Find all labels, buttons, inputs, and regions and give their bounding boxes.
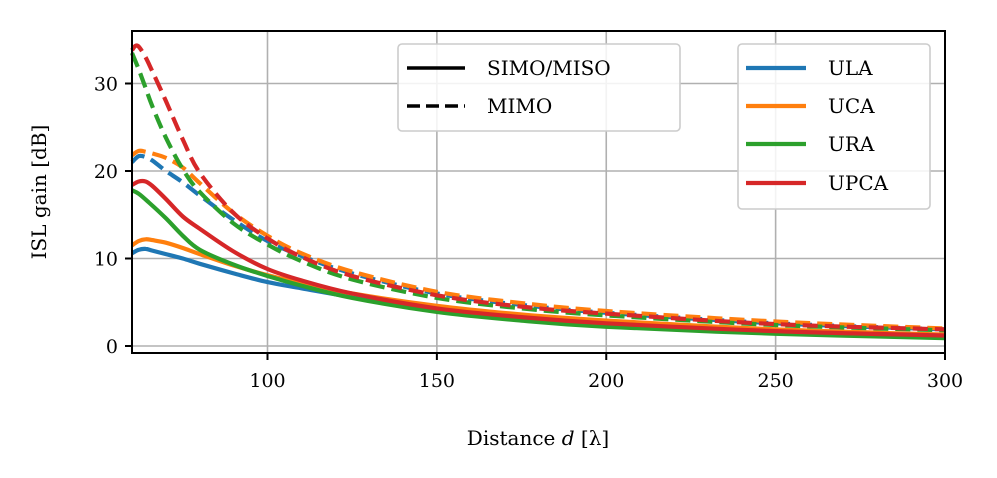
line-style-legend: SIMO/MISO MIMO <box>397 43 681 132</box>
x-axis-label-unit: [λ] <box>581 426 609 450</box>
line-style-legend-frame <box>397 43 681 132</box>
x-tick-label-250: 250 <box>757 370 793 392</box>
series-ura-simo-miso <box>131 188 946 341</box>
legend-ula-label: ULA <box>828 56 873 80</box>
legend-uca-label: UCA <box>828 94 875 118</box>
array-type-legend: ULA UCA URA UPCA <box>737 43 931 210</box>
x-axis-label-text: Distance <box>467 426 556 450</box>
series-lines <box>130 43 946 341</box>
array-type-legend-frame <box>737 43 931 210</box>
legend-simo-miso-label: SIMO/MISO <box>487 56 611 80</box>
y-tick-label-20: 20 <box>94 161 118 183</box>
x-axis-label: Distance d [λ] <box>467 426 609 450</box>
y-tick-label-0: 0 <box>106 336 118 358</box>
series-ula-mimo <box>130 153 946 332</box>
x-axis-label-var: d <box>562 426 575 450</box>
x-tick-label-100: 100 <box>249 370 285 392</box>
axis-ticks: 100 150 200 250 300 0 10 20 30 <box>94 74 963 393</box>
legend-upca-label: UPCA <box>828 171 889 195</box>
x-tick-label-300: 300 <box>927 370 963 392</box>
y-tick-label-10: 10 <box>94 249 118 271</box>
series-uca-mimo <box>130 148 946 331</box>
plot-frame <box>131 30 946 354</box>
x-tick-label-150: 150 <box>419 370 455 392</box>
y-axis-label: ISL gain [dB] <box>27 125 51 260</box>
legend-ura-label: URA <box>828 132 875 156</box>
legend-mimo-label: MIMO <box>487 94 552 118</box>
y-tick-label-30: 30 <box>94 74 118 96</box>
series-upca-mimo <box>130 43 946 332</box>
x-tick-label-200: 200 <box>588 370 624 392</box>
series-upca-simo-miso <box>130 178 946 338</box>
